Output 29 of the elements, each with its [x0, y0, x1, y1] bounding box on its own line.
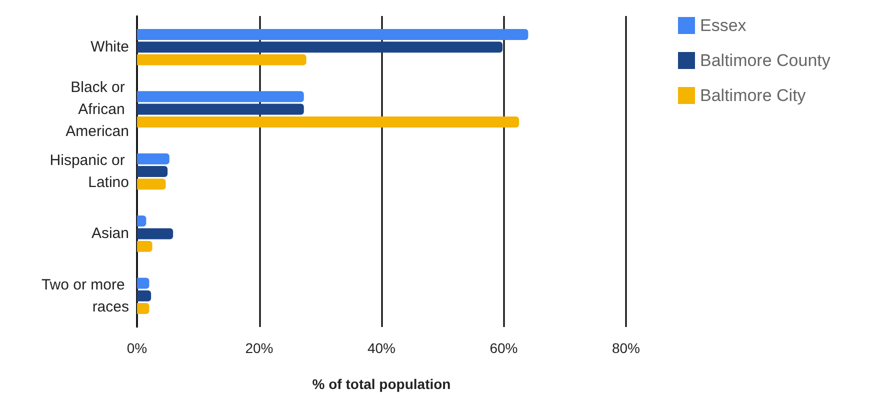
bar [137, 153, 170, 164]
x-tick-label: 40% [367, 340, 396, 356]
y-tick-label: Asian [91, 225, 129, 242]
x-tick-label: 80% [612, 340, 640, 356]
bar [137, 54, 306, 66]
legend-label: Baltimore City [700, 86, 806, 105]
x-axis-title: % of total population [312, 376, 451, 392]
bar [137, 228, 174, 240]
y-tick-label: White [90, 38, 129, 56]
legend-label: Baltimore County [700, 51, 831, 70]
bar [137, 278, 150, 289]
bar [137, 216, 146, 227]
x-tick-label: 60% [490, 340, 518, 356]
bar [137, 303, 150, 314]
bar [137, 28, 528, 40]
x-tick-label: 0% [126, 340, 148, 356]
legend-label: Essex [700, 16, 747, 35]
y-tick-label: Black or African American [66, 78, 129, 140]
y-tick-label: Hispanic or Latino [50, 152, 129, 191]
bar [137, 178, 166, 190]
bar [137, 91, 304, 102]
bar [137, 42, 503, 53]
bar [137, 104, 304, 115]
bar [137, 166, 168, 177]
bar [137, 116, 520, 128]
bar [137, 240, 152, 252]
bar [137, 290, 152, 302]
y-tick-label: Two or more races [41, 276, 129, 316]
x-tick-label: 20% [245, 340, 274, 356]
